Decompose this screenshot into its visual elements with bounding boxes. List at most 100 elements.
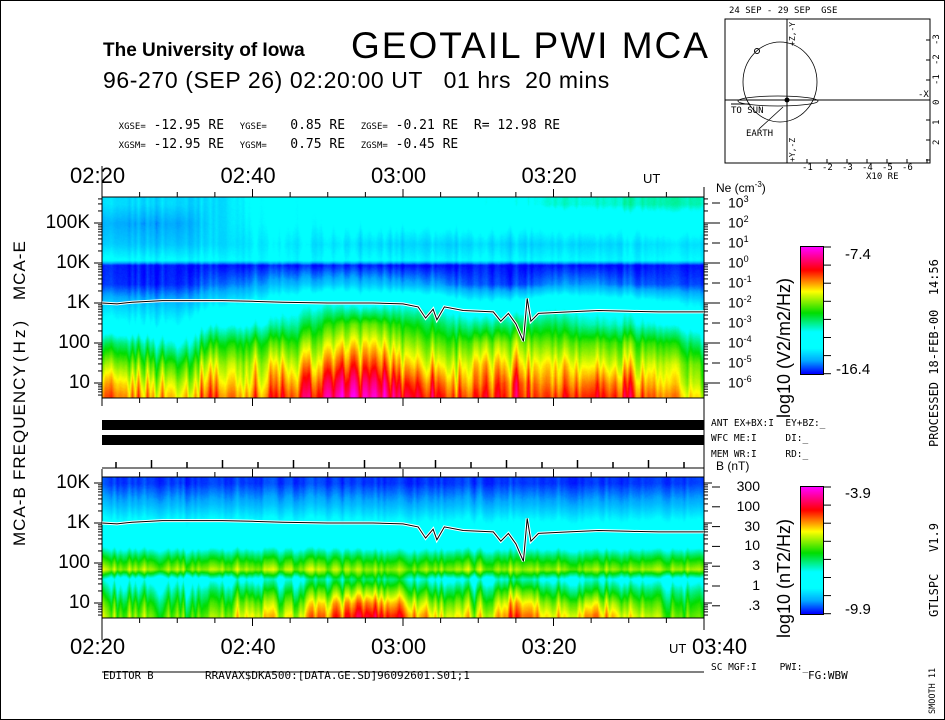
status-ant: ANT EX+BX:I EY+BZ:_ [711, 418, 826, 429]
ne-tick-base: 10 [728, 354, 744, 371]
orbit-sun-label: TO SUN [731, 106, 764, 116]
orbit-top-label: +Z,-Y [788, 21, 797, 46]
orbit-bottom-tick-label: -4 [862, 163, 873, 173]
page-title: GEOTAIL PWI MCA [351, 25, 710, 66]
ne-tick-label: 103 [728, 195, 749, 210]
colorbar-e-max: -7.4 [845, 246, 871, 263]
orbit-right-tick-label: 2 [932, 139, 942, 145]
ne-tick-exp: -2 [743, 294, 752, 304]
orbit-scale-label: X10 RE [866, 172, 899, 182]
orbit-right-tick-label: 0 [932, 99, 942, 105]
ne-tick-base: 10 [728, 274, 744, 291]
ne-tick-exp: 3 [743, 194, 749, 204]
mca-e-spectrogram [102, 197, 704, 398]
time-axis-top-ut: UT [643, 171, 661, 186]
orbit-x-label: -X [918, 90, 929, 100]
b-tick-label: .3 [748, 596, 760, 613]
b-tick-label: 1 [752, 577, 760, 593]
ne-tick-base: 10 [728, 194, 744, 211]
ne-tick-exp: -3 [743, 314, 752, 324]
smooth-stamp: SMOOTH 11 [928, 667, 938, 714]
footer-editor: EDITOR B [103, 670, 154, 682]
status-mem: MEM WR:I RD:_ [711, 449, 809, 460]
footer-file: RRAVAX$DKA500:[DATA.GE.SD]96092601.S01;1 [205, 669, 470, 682]
freq-tick-label-b: 10 [68, 592, 90, 613]
ne-tick-exp: -6 [743, 374, 752, 384]
freq-tick-label-e: 10K [56, 252, 90, 273]
orbit-bottom-axis-label: +Y,-Z [788, 137, 797, 162]
ne-tick-base: 10 [728, 214, 744, 231]
orbit-bottom-tick-label: -3 [842, 163, 853, 173]
time-label-bottom: 02:20 [70, 634, 126, 659]
xgsm-value: -12.95 RE [145, 137, 225, 152]
time-label-bottom: 03:00 [371, 634, 427, 659]
ne-tick-base: 10 [728, 254, 744, 271]
ne-tick-base: 10 [728, 374, 744, 391]
ne-tick-label: 102 [728, 215, 749, 230]
colorbar-b-title: log10 (nT2/Hz) [774, 518, 794, 638]
b-tick-label: 10 [744, 537, 760, 554]
processed-stamp: PROCESSED 18-FEB-00 14:56 [927, 259, 941, 447]
zgsm-value: -0.45 RE [387, 137, 459, 152]
ne-tick-exp: 2 [743, 214, 749, 224]
ne-tick-exp: -1 [743, 274, 752, 284]
orbit-bottom-tick-label: -5 [882, 163, 893, 173]
freq-tick-label-e: 100 [58, 332, 90, 353]
orbit-bottom-tick-label: -2 [822, 163, 833, 173]
time-label-top: 02:20 [70, 163, 126, 188]
r-label: R= [473, 118, 490, 133]
freq-tick-label-b: 10K [56, 472, 90, 493]
ygsm-label: YGSM= [239, 141, 267, 151]
gse-coords: XGSE= -12.95 RE YGSE= 0.85 RE ZGSE= -0.2… [103, 106, 560, 132]
mca-b-spectrogram [102, 477, 704, 618]
ne-title-text: Ne (cm [716, 181, 755, 195]
colorbar-e [800, 246, 824, 375]
orbit-right-tick-label: -1 [932, 74, 942, 85]
freq-tick-label-e: 1K [66, 292, 90, 313]
zgse-label: ZGSE= [360, 122, 388, 132]
colorbar-b-max: -3.9 [845, 485, 871, 502]
colorbar-e-title: log10 (V2/m2/Hz) [774, 277, 794, 418]
ne-axis-title: Ne (cm-3) [716, 181, 766, 195]
ne-tick-label: 100 [728, 255, 749, 270]
ne-tick-label: 10-6 [728, 375, 752, 390]
b-tick-label: 3 [752, 557, 760, 574]
orbit-earth-label: EARTH [746, 129, 774, 139]
orbit-bottom-tick-label: -1 [802, 163, 813, 173]
b-axis-title: B (nT) [716, 459, 750, 473]
time-label-top: 02:40 [220, 163, 276, 188]
institution: The University of Iowa [103, 40, 305, 61]
orbit-right-tick-label: 1 [932, 119, 942, 125]
orbit-bottom-tick-label: -6 [902, 163, 913, 173]
time-label-bottom: 03:20 [521, 634, 577, 659]
time-label-bottom: 02:40 [220, 634, 276, 659]
ne-tick-exp: -4 [743, 334, 752, 344]
gsm-coords: XGSM= -12.95 RE YGSM= 0.75 RE ZGSM= -0.4… [103, 125, 459, 152]
orbit-title: 24 SEP - 29 SEP GSE [729, 6, 838, 16]
ne-tick-exp: 0 [743, 254, 749, 264]
freq-tick-label-e: 100K [45, 212, 90, 233]
time-axis-bottom-ut: UT [669, 641, 687, 656]
ne-tick-label: 101 [728, 235, 749, 250]
ne-tick-base: 10 [728, 294, 744, 311]
b-tick-label: 300 [736, 478, 760, 494]
xgsm-label: XGSM= [118, 141, 146, 151]
ne-title-close: ) [761, 181, 766, 195]
xgse-value: -12.95 RE [145, 118, 225, 133]
footer-fg: FG:WBW [808, 669, 848, 682]
time-label-top: 03:20 [521, 163, 577, 188]
b-tick-label: 100 [736, 497, 760, 514]
freq-tick-label-e: 10 [68, 372, 90, 393]
ygsm-value: 0.75 RE [266, 137, 346, 152]
ne-tick-label: 10-5 [728, 355, 752, 370]
time-axis-end-label: 03:40 [692, 634, 748, 659]
zgse-value: -0.21 RE [387, 118, 459, 133]
ne-tick-exp: 1 [743, 234, 749, 244]
colorbar-b [800, 486, 824, 615]
xgse-label: XGSE= [118, 122, 146, 132]
ygse-label: YGSE= [239, 122, 267, 132]
zgsm-label: ZGSM= [360, 141, 388, 151]
ne-tick-label: 10-4 [728, 335, 752, 350]
time-range: 96-270 (SEP 26) 02:20:00 UT 01 hrs 20 mi… [103, 67, 610, 93]
freq-tick-label-b: 100 [58, 552, 90, 573]
